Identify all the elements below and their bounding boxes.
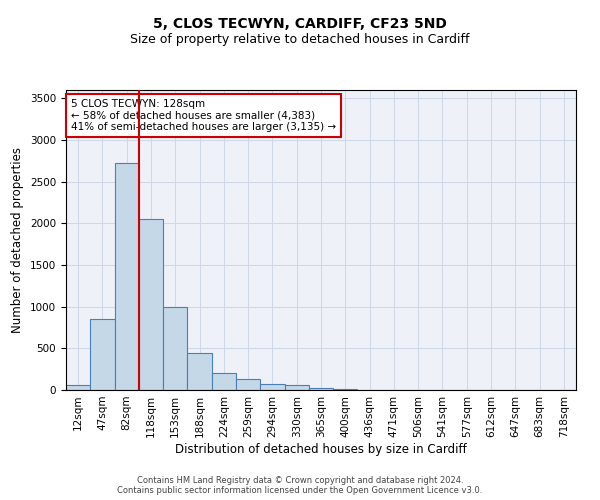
Bar [187, 352, 212, 390]
Bar [236, 379, 260, 390]
Text: Contains HM Land Registry data © Crown copyright and database right 2024.
Contai: Contains HM Land Registry data © Crown c… [118, 476, 482, 495]
Bar [212, 374, 236, 390]
Bar [284, 386, 309, 390]
Bar [163, 306, 187, 390]
Text: 5, CLOS TECWYN, CARDIFF, CF23 5ND: 5, CLOS TECWYN, CARDIFF, CF23 5ND [153, 18, 447, 32]
Bar [309, 388, 333, 390]
Text: 5 CLOS TECWYN: 128sqm
← 58% of detached houses are smaller (4,383)
41% of semi-d: 5 CLOS TECWYN: 128sqm ← 58% of detached … [71, 99, 336, 132]
Bar [333, 389, 358, 390]
Bar [115, 164, 139, 390]
Bar [66, 386, 90, 390]
Bar [260, 384, 284, 390]
Bar [139, 219, 163, 390]
X-axis label: Distribution of detached houses by size in Cardiff: Distribution of detached houses by size … [175, 442, 467, 456]
Text: Size of property relative to detached houses in Cardiff: Size of property relative to detached ho… [130, 32, 470, 46]
Y-axis label: Number of detached properties: Number of detached properties [11, 147, 25, 333]
Bar [90, 319, 115, 390]
